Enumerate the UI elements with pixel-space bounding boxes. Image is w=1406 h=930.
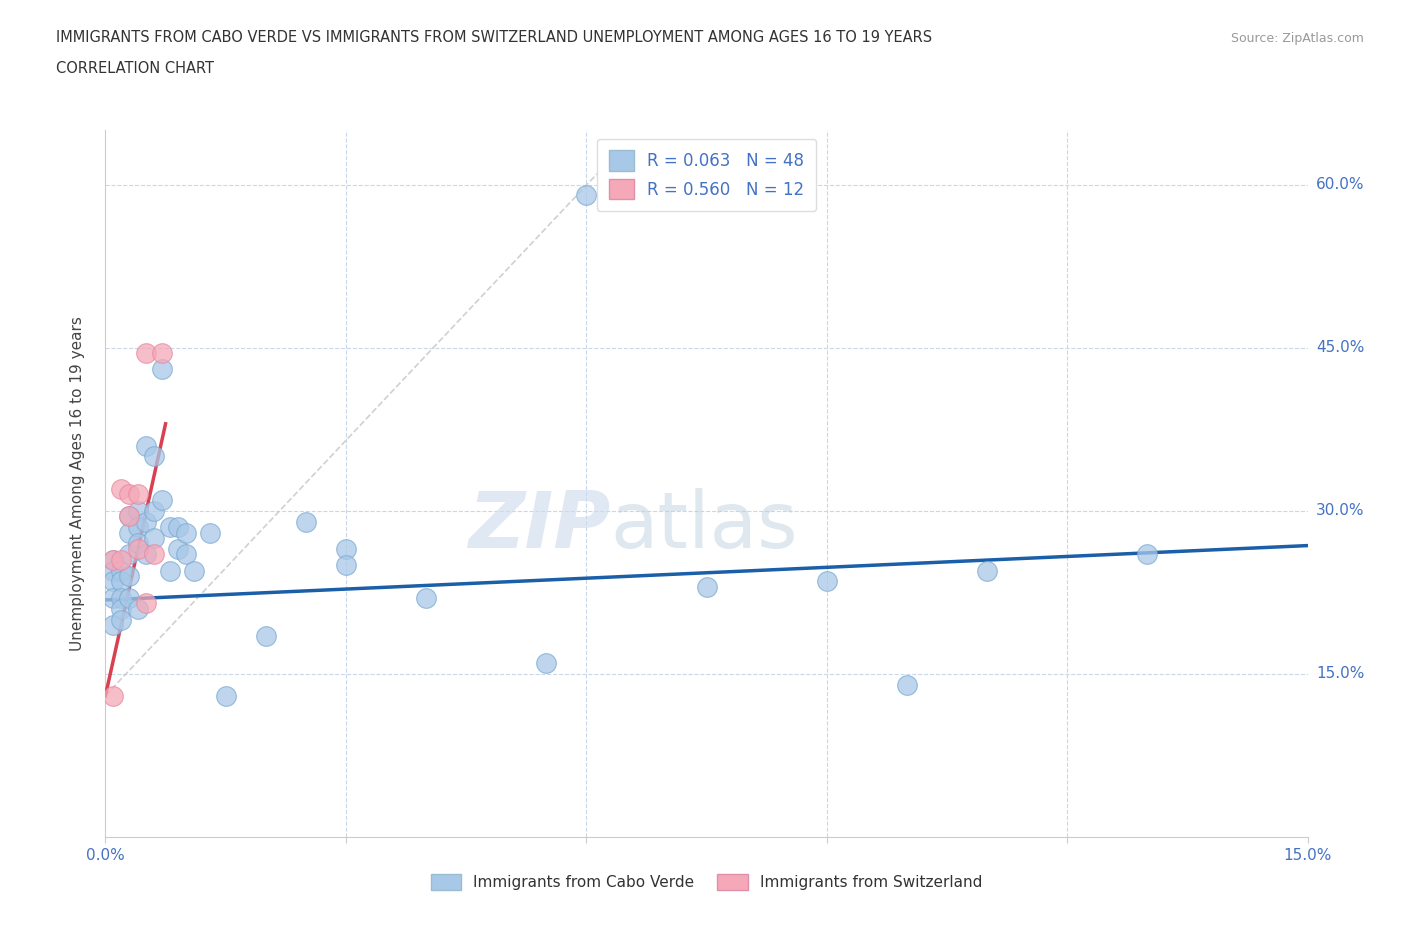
Point — [335, 558, 357, 573]
Point — [118, 487, 141, 502]
Point — [214, 688, 236, 703]
Point — [150, 362, 173, 377]
Point — [103, 591, 125, 605]
Point — [110, 482, 132, 497]
Point — [135, 596, 157, 611]
Point — [110, 591, 132, 605]
Text: 30.0%: 30.0% — [1316, 503, 1364, 518]
Point — [254, 629, 277, 644]
Point — [142, 449, 165, 464]
Point — [127, 601, 149, 616]
Point — [142, 547, 165, 562]
Point — [815, 574, 838, 589]
Point — [166, 520, 188, 535]
Point — [118, 591, 141, 605]
Point — [110, 612, 132, 627]
Point — [896, 677, 918, 692]
Point — [103, 618, 125, 632]
Point — [183, 564, 205, 578]
Point — [335, 541, 357, 556]
Point — [127, 536, 149, 551]
Text: Source: ZipAtlas.com: Source: ZipAtlas.com — [1230, 32, 1364, 45]
Point — [103, 688, 125, 703]
Point — [415, 591, 437, 605]
Point — [696, 579, 718, 594]
Point — [534, 656, 557, 671]
Point — [150, 346, 173, 361]
Text: 60.0%: 60.0% — [1316, 177, 1364, 193]
Point — [110, 601, 132, 616]
Point — [142, 503, 165, 518]
Point — [127, 541, 149, 556]
Point — [135, 514, 157, 529]
Legend: Immigrants from Cabo Verde, Immigrants from Switzerland: Immigrants from Cabo Verde, Immigrants f… — [425, 869, 988, 897]
Text: ZIP: ZIP — [468, 488, 610, 564]
Point — [135, 346, 157, 361]
Point — [135, 547, 157, 562]
Point — [127, 520, 149, 535]
Point — [295, 514, 318, 529]
Point — [976, 564, 998, 578]
Point — [118, 509, 141, 524]
Point — [118, 568, 141, 583]
Point — [127, 487, 149, 502]
Point — [575, 188, 598, 203]
Point — [135, 438, 157, 453]
Point — [1136, 547, 1159, 562]
Point — [159, 564, 181, 578]
Point — [118, 547, 141, 562]
Point — [103, 574, 125, 589]
Point — [174, 547, 197, 562]
Text: 45.0%: 45.0% — [1316, 340, 1364, 355]
Point — [103, 552, 125, 567]
Point — [103, 564, 125, 578]
Point — [127, 503, 149, 518]
Point — [110, 564, 132, 578]
Text: IMMIGRANTS FROM CABO VERDE VS IMMIGRANTS FROM SWITZERLAND UNEMPLOYMENT AMONG AGE: IMMIGRANTS FROM CABO VERDE VS IMMIGRANTS… — [56, 30, 932, 45]
Point — [159, 520, 181, 535]
Point — [198, 525, 221, 540]
Point — [166, 541, 188, 556]
Y-axis label: Unemployment Among Ages 16 to 19 years: Unemployment Among Ages 16 to 19 years — [70, 316, 84, 651]
Text: 15.0%: 15.0% — [1316, 667, 1364, 682]
Point — [110, 574, 132, 589]
Point — [110, 552, 132, 567]
Text: atlas: atlas — [610, 488, 797, 564]
Text: CORRELATION CHART: CORRELATION CHART — [56, 60, 214, 75]
Point — [118, 525, 141, 540]
Point — [174, 525, 197, 540]
Point — [118, 509, 141, 524]
Point — [103, 552, 125, 567]
Point — [142, 530, 165, 545]
Point — [150, 493, 173, 508]
